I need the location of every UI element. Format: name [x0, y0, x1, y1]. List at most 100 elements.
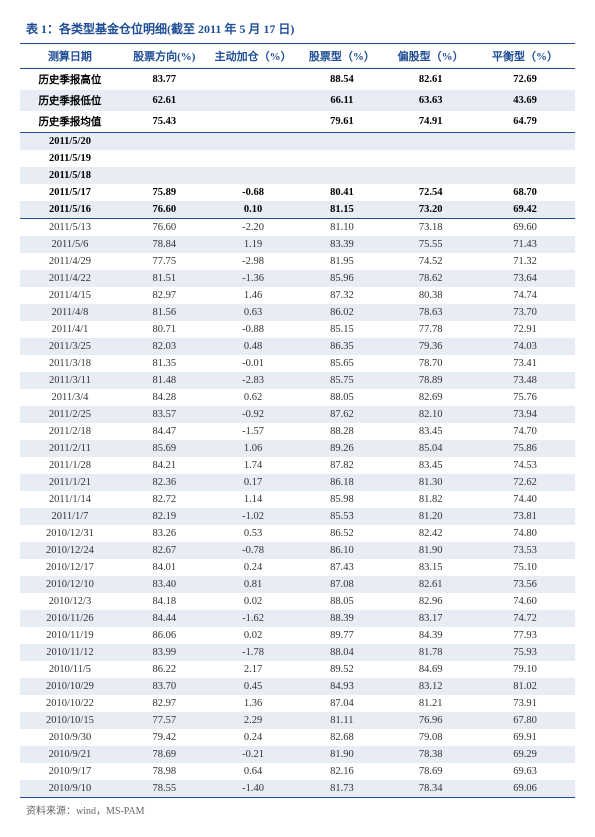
cell-value: 83.57 — [120, 406, 209, 423]
cell-date: 2011/3/18 — [20, 355, 120, 372]
cell-value: 83.77 — [120, 69, 209, 91]
cell-date: 2010/12/10 — [20, 576, 120, 593]
cell-value: 74.80 — [475, 525, 575, 542]
cell-date: 2011/4/29 — [20, 253, 120, 270]
cell-value — [386, 133, 475, 151]
cell-value: 74.52 — [386, 253, 475, 270]
table-row: 2011/5/19 — [20, 150, 575, 167]
cell-value: 83.45 — [386, 457, 475, 474]
table-row: 2010/12/1784.010.2487.4383.1575.10 — [20, 559, 575, 576]
cell-value: 83.15 — [386, 559, 475, 576]
cell-value: 87.82 — [297, 457, 386, 474]
cell-value: 67.80 — [475, 712, 575, 729]
cell-value: -0.92 — [209, 406, 298, 423]
cell-date: 2011/5/13 — [20, 219, 120, 237]
cell-value: 83.70 — [120, 678, 209, 695]
cell-date: 2011/5/18 — [20, 167, 120, 184]
cell-value: 81.56 — [120, 304, 209, 321]
cell-date: 2011/2/11 — [20, 440, 120, 457]
cell-value: 84.28 — [120, 389, 209, 406]
cell-value: 66.11 — [297, 90, 386, 111]
cell-date: 2011/5/6 — [20, 236, 120, 253]
cell-value: 83.26 — [120, 525, 209, 542]
cell-value: 85.96 — [297, 270, 386, 287]
cell-value: 87.32 — [297, 287, 386, 304]
cell-value: 82.36 — [120, 474, 209, 491]
cell-value — [475, 167, 575, 184]
cell-value: 75.10 — [475, 559, 575, 576]
cell-value: -0.01 — [209, 355, 298, 372]
cell-value: 86.10 — [297, 542, 386, 559]
cell-value: 87.04 — [297, 695, 386, 712]
cell-value: 76.96 — [386, 712, 475, 729]
cell-value: 85.15 — [297, 321, 386, 338]
cell-value: 85.98 — [297, 491, 386, 508]
cell-value: 80.38 — [386, 287, 475, 304]
cell-value: 82.97 — [120, 287, 209, 304]
cell-value: 0.45 — [209, 678, 298, 695]
cell-value — [120, 150, 209, 167]
cell-date: 2011/3/4 — [20, 389, 120, 406]
cell-value: -2.98 — [209, 253, 298, 270]
cell-value: 81.73 — [297, 780, 386, 797]
table-row: 2010/9/2178.69-0.2181.9078.3869.29 — [20, 746, 575, 763]
table-row: 2011/4/881.560.6386.0278.6373.70 — [20, 304, 575, 321]
cell-value: 84.44 — [120, 610, 209, 627]
cell-value: 0.24 — [209, 559, 298, 576]
cell-date: 历史季报低位 — [20, 90, 120, 111]
table-row: 2010/12/2482.67-0.7886.1081.9073.53 — [20, 542, 575, 559]
cell-value: 88.39 — [297, 610, 386, 627]
cell-value: 81.95 — [297, 253, 386, 270]
table-row: 2011/3/2582.030.4886.3579.3674.03 — [20, 338, 575, 355]
cell-value: 1.74 — [209, 457, 298, 474]
cell-value: 0.24 — [209, 729, 298, 746]
cell-value: 0.02 — [209, 627, 298, 644]
table-row: 2011/2/1185.691.0689.2685.0475.86 — [20, 440, 575, 457]
cell-value: 84.93 — [297, 678, 386, 695]
cell-value: 0.63 — [209, 304, 298, 321]
cell-value: -0.78 — [209, 542, 298, 559]
cell-value: 74.72 — [475, 610, 575, 627]
cell-value: 86.35 — [297, 338, 386, 355]
col-balanced: 平衡型（%） — [475, 44, 575, 69]
cell-value: 81.30 — [386, 474, 475, 491]
cell-value: 72.54 — [386, 184, 475, 201]
cell-value — [209, 90, 298, 111]
cell-date: 2010/9/21 — [20, 746, 120, 763]
table-row: 2010/9/1078.55-1.4081.7378.3469.06 — [20, 780, 575, 797]
cell-value: 86.18 — [297, 474, 386, 491]
cell-value: 81.20 — [386, 508, 475, 525]
cell-value: 80.71 — [120, 321, 209, 338]
cell-date: 2010/10/22 — [20, 695, 120, 712]
cell-value: 0.53 — [209, 525, 298, 542]
cell-value: 86.22 — [120, 661, 209, 678]
cell-value: -1.57 — [209, 423, 298, 440]
cell-value: 1.46 — [209, 287, 298, 304]
cell-value: 1.36 — [209, 695, 298, 712]
cell-value: 69.63 — [475, 763, 575, 780]
table-row: 历史季报均值75.4379.6174.9164.79 — [20, 111, 575, 133]
cell-value: 71.43 — [475, 236, 575, 253]
cell-value: 86.06 — [120, 627, 209, 644]
cell-value: 82.61 — [386, 69, 475, 91]
cell-value: 69.91 — [475, 729, 575, 746]
cell-value: 84.47 — [120, 423, 209, 440]
table-row: 2010/11/1283.99-1.7888.0481.7875.93 — [20, 644, 575, 661]
table-row: 2011/5/1676.600.1081.1573.2069.42 — [20, 201, 575, 219]
cell-value: 73.18 — [386, 219, 475, 237]
cell-value: -2.20 — [209, 219, 298, 237]
cell-value: 78.89 — [386, 372, 475, 389]
cell-value — [120, 133, 209, 151]
cell-value: 78.62 — [386, 270, 475, 287]
cell-value: 69.29 — [475, 746, 575, 763]
cell-date: 2010/9/17 — [20, 763, 120, 780]
table-source: 资料来源：wind，MS-PAM — [20, 802, 575, 817]
cell-value: -0.88 — [209, 321, 298, 338]
cell-date: 2011/5/20 — [20, 133, 120, 151]
cell-value: 78.70 — [386, 355, 475, 372]
cell-value: 81.21 — [386, 695, 475, 712]
cell-date: 2011/1/28 — [20, 457, 120, 474]
cell-value: 63.63 — [386, 90, 475, 111]
cell-value: 83.45 — [386, 423, 475, 440]
cell-value: 88.04 — [297, 644, 386, 661]
